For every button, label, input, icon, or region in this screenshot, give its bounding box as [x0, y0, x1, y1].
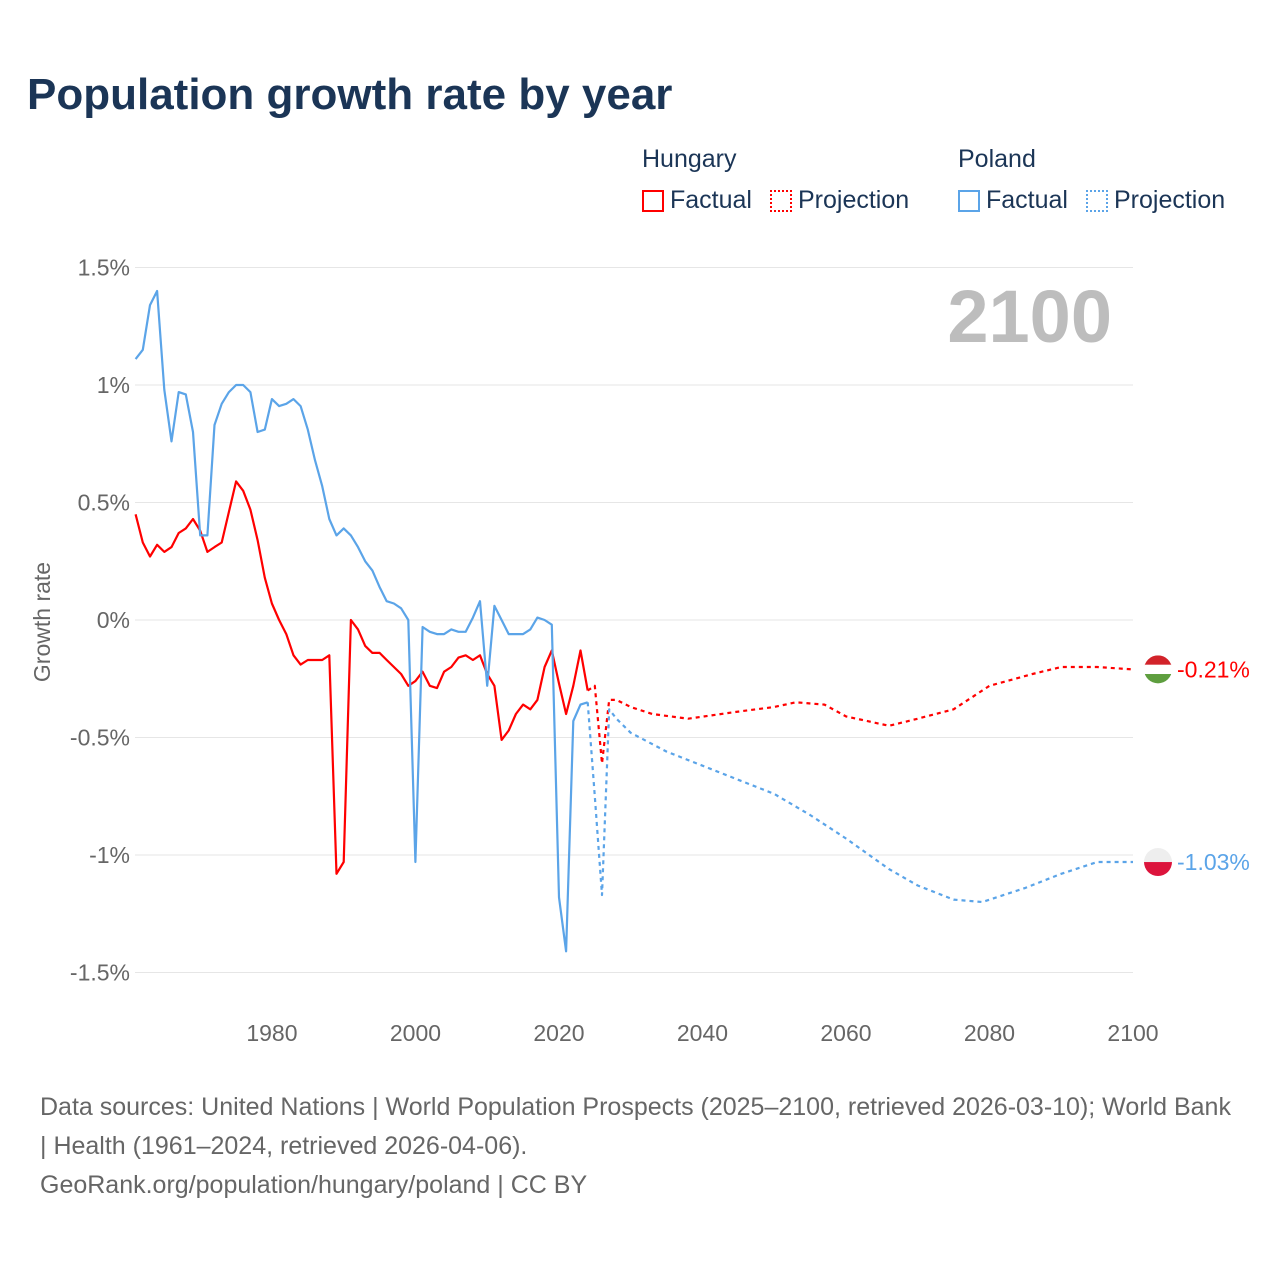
hungary-factual-line	[134, 480, 589, 875]
chart-title: Population growth rate by year	[27, 70, 673, 119]
legend-label: Factual	[986, 186, 1068, 214]
legend-hungary: Hungary Factual Projection	[642, 145, 909, 215]
legend-hungary-factual[interactable]: Factual	[642, 186, 752, 215]
y-tick-label: -0.5%	[70, 725, 130, 751]
flag-stripe	[1144, 862, 1172, 877]
poland-projection-line	[586, 702, 1133, 904]
legend-label: Projection	[797, 186, 910, 214]
data-sources: Data sources: United Nations | World Pop…	[40, 1093, 1231, 1160]
y-tick-label: 1.5%	[78, 255, 130, 281]
y-tick-label: 0.5%	[78, 490, 130, 516]
x-tick-label: 2100	[1107, 1020, 1158, 1046]
end-value-label: -1.03%	[1177, 849, 1250, 875]
poland-factual-line	[134, 289, 589, 953]
x-tick-label: 1980	[246, 1020, 297, 1046]
legend-label: Factual	[670, 186, 752, 214]
y-tick-label: -1.5%	[70, 960, 130, 986]
flag-stripe	[1144, 674, 1172, 684]
legend-group-name: Poland	[958, 145, 1036, 173]
flag-stripe	[1144, 664, 1172, 675]
solid-swatch-icon	[642, 189, 664, 212]
year-label: 2100	[947, 275, 1112, 358]
x-tick-label: 2040	[677, 1020, 728, 1046]
footer: Data sources: United Nations | World Pop…	[40, 1088, 1240, 1205]
y-tick-label: -1%	[89, 842, 130, 868]
y-tick-label: 1%	[97, 372, 130, 398]
x-tick-label: 2060	[820, 1020, 871, 1046]
x-tick-label: 2000	[390, 1020, 441, 1046]
x-tick-label: 2020	[533, 1020, 584, 1046]
dotted-swatch-icon	[769, 189, 792, 212]
hungary-projection-line	[587, 665, 1134, 765]
y-axis-label: Growth rate	[29, 562, 55, 682]
poland-flag-icon	[1144, 848, 1172, 877]
flag-stripe	[1144, 655, 1172, 666]
legend-label: Projection	[1113, 186, 1226, 214]
legend-hungary-projection[interactable]: Projection	[769, 186, 910, 215]
dotted-swatch-icon	[1085, 189, 1108, 212]
legend-group-name: Hungary	[642, 145, 737, 173]
credit-link[interactable]: GeoRank.org/population/hungary/poland | …	[40, 1171, 588, 1199]
legend-poland-factual[interactable]: Factual	[958, 186, 1068, 215]
solid-swatch-icon	[958, 189, 980, 212]
flag-stripe	[1144, 848, 1172, 863]
end-value-label: -0.21%	[1177, 656, 1250, 682]
legend-poland: Poland Factual Projection	[958, 145, 1225, 215]
y-tick-label: 0%	[97, 607, 130, 633]
x-tick-label: 2080	[964, 1020, 1015, 1046]
legend-poland-projection[interactable]: Projection	[1085, 186, 1226, 215]
hungary-flag-icon	[1144, 655, 1172, 684]
